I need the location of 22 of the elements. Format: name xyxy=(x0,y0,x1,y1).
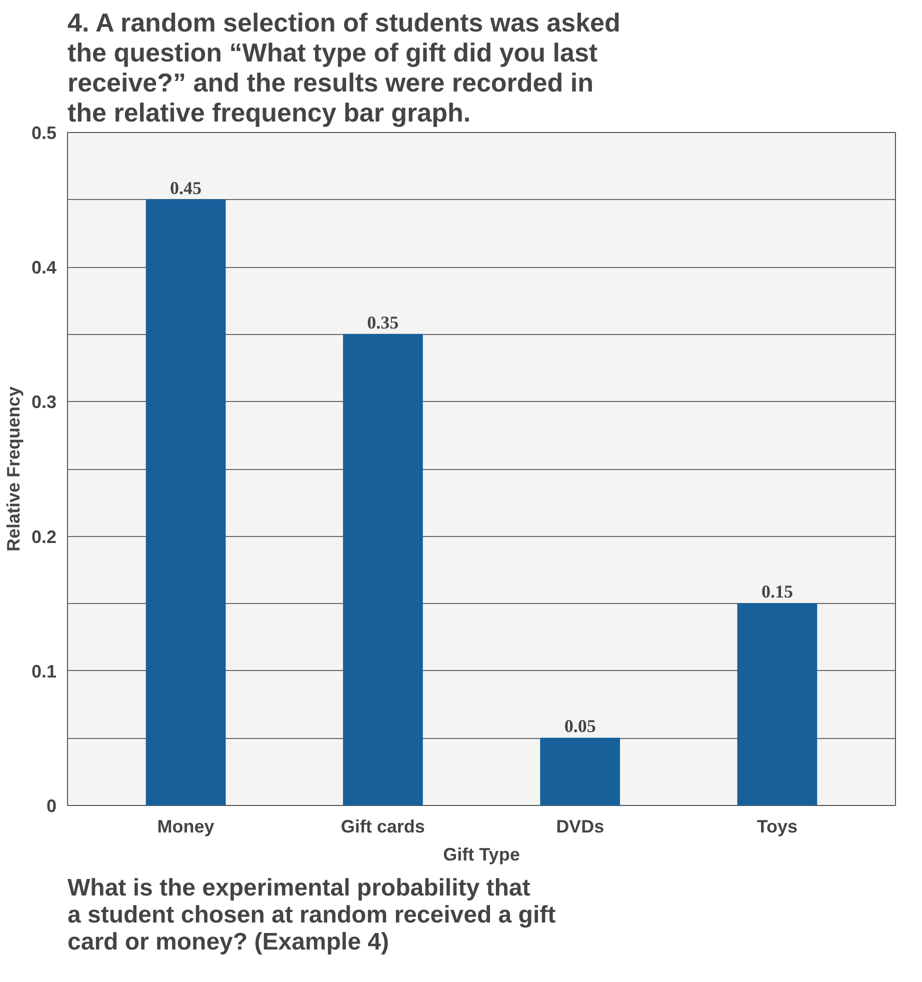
bar xyxy=(540,738,620,806)
bar xyxy=(737,603,818,806)
chart-title: 4. A random selection of students was asked the question “What type of gift did you last receive?” and the results were recorded in the relative frequency bar graph. xyxy=(68,8,620,128)
text: What is the experimental probability that a student chosen at random received a gift card or money? (Example 4) xyxy=(68,874,556,956)
data-label: 0.05 xyxy=(564,716,596,736)
y-axis-title: Relative Frequency xyxy=(3,386,24,552)
bar xyxy=(146,199,226,806)
x-tick-label: Gift cards xyxy=(340,816,425,836)
y-tick-label: 0.1 xyxy=(31,661,57,682)
x-tick-label: DVDs xyxy=(556,816,604,836)
bar xyxy=(343,334,423,806)
x-tick-label: Money xyxy=(157,816,214,836)
y-tick-label: 0.4 xyxy=(31,258,57,278)
x-tick-label: Toys xyxy=(756,816,798,836)
y-tick-label: 0.5 xyxy=(31,123,57,143)
data-label: 0.45 xyxy=(170,178,202,198)
y-tick-label: 0.2 xyxy=(31,526,57,547)
y-tick-label: 0 xyxy=(46,796,57,816)
data-label: 0.15 xyxy=(761,582,793,602)
y-tick-label: 0.3 xyxy=(31,392,57,412)
x-axis-title: Gift Type xyxy=(443,844,520,864)
data-label: 0.35 xyxy=(367,312,399,332)
